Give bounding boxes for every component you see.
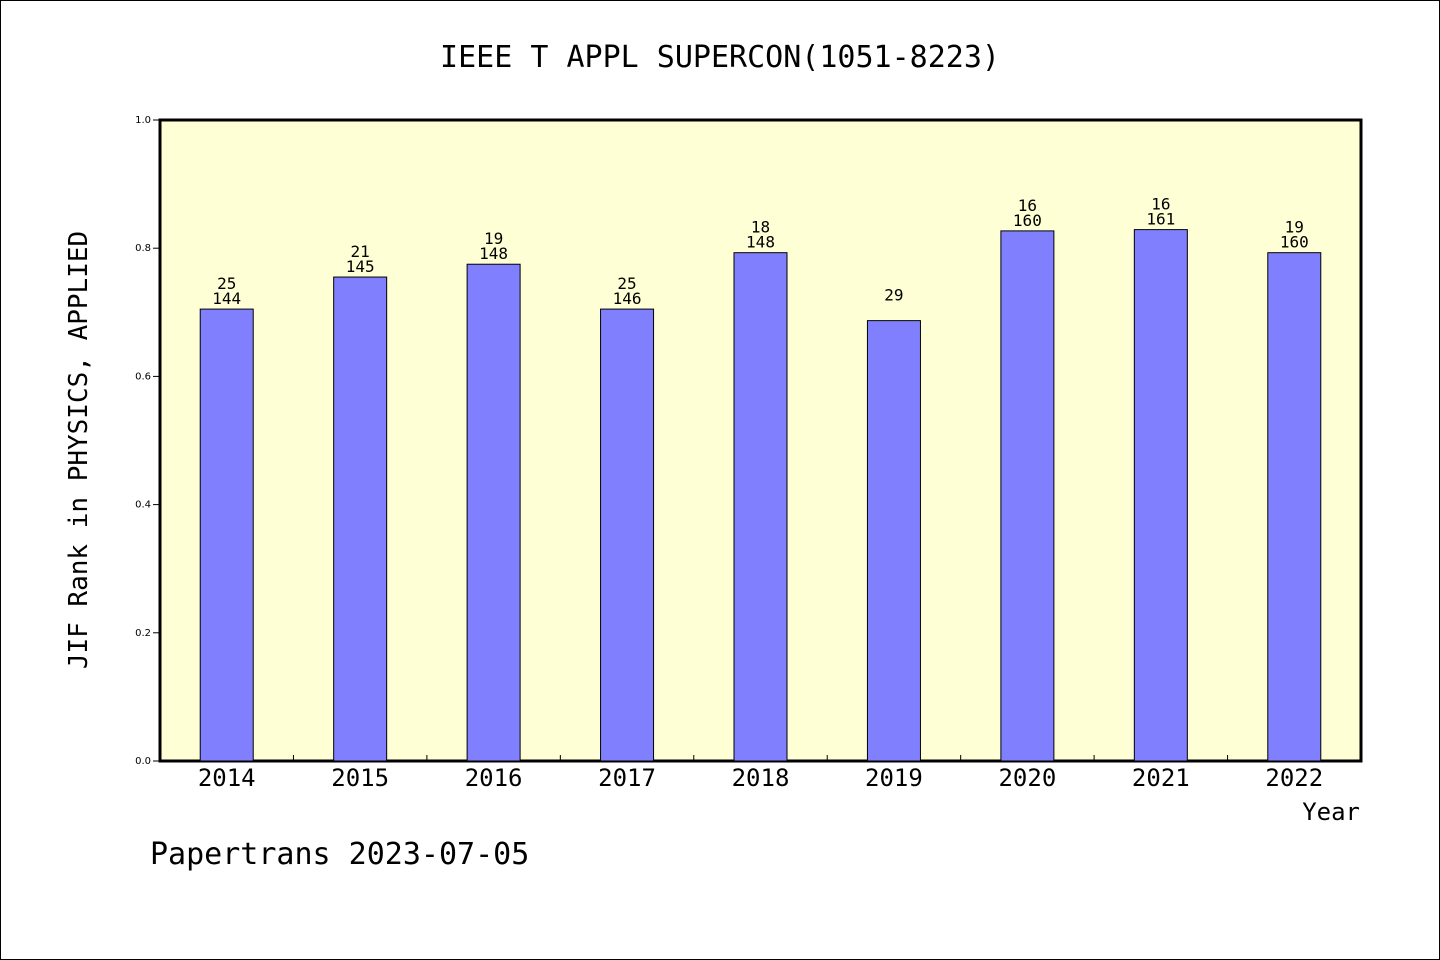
x-axis: 2014 2015 2016 2017 2018 2019 2020 2021 2022	[198, 755, 1323, 792]
bar-total-label-2018: 148	[746, 233, 775, 252]
bar-2022	[1267, 252, 1322, 762]
y-tick-label-0.0: 0.0	[135, 756, 151, 767]
bar-total-label-2020: 160	[1013, 211, 1042, 230]
y-tick-label-0.2: 0.2	[135, 628, 151, 639]
bar-total-label-2016: 148	[479, 244, 508, 263]
y-tick-label-0.6: 0.6	[135, 371, 151, 382]
bar-2018	[733, 252, 788, 762]
bar-rank-label-2020: 16	[1018, 196, 1037, 215]
x-tick-label-2021: 2021	[1132, 764, 1190, 792]
bar-rank-label-2016: 19	[484, 229, 503, 248]
x-tick-label-2018: 2018	[732, 764, 790, 792]
x-tick-label-2016: 2016	[465, 764, 523, 792]
y-tick-label-1.0: 1.0	[135, 115, 151, 126]
bars-layer	[199, 229, 1322, 762]
bar-2019	[866, 320, 921, 762]
bar-total-label-2022: 160	[1280, 233, 1309, 252]
bar-total-label-2015: 145	[346, 257, 375, 276]
bar-2016	[466, 263, 521, 762]
y-axis: 0.0 0.2 0.4 0.6 0.8 1.0	[135, 115, 160, 767]
footer-credit: Papertrans 2023-07-05	[150, 837, 529, 872]
bar-2020	[1000, 230, 1055, 762]
x-axis-label: Year	[1302, 798, 1360, 826]
bar-rank-label-2017: 25	[617, 274, 636, 293]
x-tick-label-2014: 2014	[198, 764, 256, 792]
bar-total-label-2021: 161	[1146, 210, 1175, 229]
y-tick-label-0.8: 0.8	[135, 243, 151, 254]
x-tick-label-2019: 2019	[865, 764, 923, 792]
chart-title: IEEE T APPL SUPERCON(1051-8223)	[440, 40, 1000, 75]
bar-rank-label-2021: 16	[1151, 195, 1170, 214]
bar-rank-label-2014: 25	[217, 274, 236, 293]
bar-rank-label-2019: 29	[884, 286, 903, 305]
x-tick-label-2022: 2022	[1265, 764, 1323, 792]
x-tick-label-2015: 2015	[331, 764, 389, 792]
bar-2015	[333, 276, 388, 762]
x-tick-label-2020: 2020	[998, 764, 1056, 792]
x-tick-label-2017: 2017	[598, 764, 656, 792]
bar-2017	[600, 308, 655, 762]
bar-rank-label-2018: 18	[751, 218, 770, 237]
bar-2021	[1133, 229, 1188, 762]
y-axis-label: JIF Rank in PHYSICS, APPLIED	[64, 231, 94, 669]
bar-rank-label-2022: 19	[1285, 218, 1304, 237]
y-tick-label-0.4: 0.4	[135, 500, 151, 511]
bar-rank-label-2015: 21	[351, 242, 370, 261]
bar-2014	[199, 308, 254, 762]
bar-total-label-2014: 144	[212, 289, 241, 308]
bar-total-label-2017: 146	[613, 289, 642, 308]
